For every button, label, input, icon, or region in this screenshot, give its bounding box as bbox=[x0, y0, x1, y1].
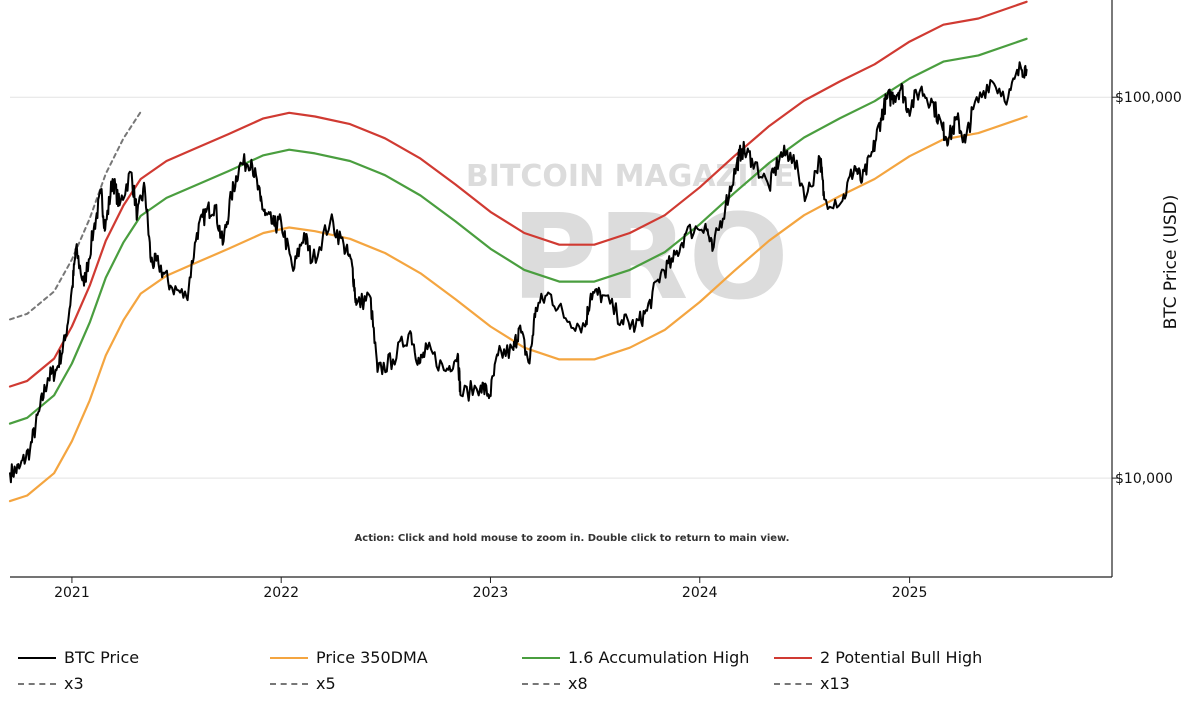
legend-swatch bbox=[774, 682, 812, 685]
series-layer bbox=[8, 0, 1028, 503]
legend-item-price-350dma[interactable]: Price 350DMA bbox=[270, 648, 428, 667]
series-line-btc-price bbox=[9, 61, 1028, 484]
legend-swatch bbox=[18, 656, 56, 659]
legend-swatch bbox=[522, 656, 560, 659]
series-line-price-350dma bbox=[8, 115, 1028, 503]
legend-swatch bbox=[18, 682, 56, 685]
watermark: BITCOIN MAGAZINE PRO bbox=[466, 159, 794, 326]
legend-label: BTC Price bbox=[64, 648, 140, 667]
legend-item-btc-price[interactable]: BTC Price bbox=[18, 648, 139, 667]
legend-swatch bbox=[522, 682, 560, 685]
x-tick-label: 2025 bbox=[892, 585, 928, 601]
legend-item-x13[interactable]: x13 bbox=[774, 674, 850, 693]
legend-swatch bbox=[270, 656, 308, 659]
series-line-2-potential-bull-high bbox=[8, 0, 1028, 388]
legend-item-x8[interactable]: x8 bbox=[522, 674, 588, 693]
axes bbox=[10, 0, 1113, 578]
legend-swatch bbox=[774, 656, 812, 659]
legend-label: Price 350DMA bbox=[316, 648, 428, 667]
zoom-hint: Action: Click and hold mouse to zoom in.… bbox=[355, 533, 790, 544]
y-axis-title: BTC Price (USD) bbox=[1161, 195, 1181, 330]
ticks: $10,000 $100,000 2021 2022 2023 2024 2025 bbox=[54, 90, 1182, 601]
y-tick-label: $100,000 bbox=[1115, 90, 1182, 106]
x-tick-label: 2021 bbox=[54, 585, 90, 601]
legend-label: 1.6 Accumulation High bbox=[568, 648, 750, 667]
x-tick-label: 2023 bbox=[473, 585, 509, 601]
legend-label: x5 bbox=[316, 674, 336, 693]
legend-item-1-6-accumulation-high[interactable]: 1.6 Accumulation High bbox=[522, 648, 749, 667]
legend-label: 2 Potential Bull High bbox=[820, 648, 983, 667]
legend-label: x3 bbox=[64, 674, 84, 693]
legend-label: x13 bbox=[820, 674, 850, 693]
legend-label: x8 bbox=[568, 674, 588, 693]
x-tick-label: 2022 bbox=[263, 585, 299, 601]
x-tick-label: 2024 bbox=[682, 585, 718, 601]
legend-item-2-potential-bull-high[interactable]: 2 Potential Bull High bbox=[774, 648, 982, 667]
series-line-1-6-accumulation-high bbox=[8, 37, 1028, 425]
y-tick-label: $10,000 bbox=[1115, 471, 1173, 487]
legend-swatch bbox=[270, 682, 308, 685]
series-line-x3 bbox=[9, 110, 142, 321]
gridlines bbox=[10, 96, 1112, 479]
legend-item-x5[interactable]: x5 bbox=[270, 674, 336, 693]
legend-item-x3[interactable]: x3 bbox=[18, 674, 84, 693]
